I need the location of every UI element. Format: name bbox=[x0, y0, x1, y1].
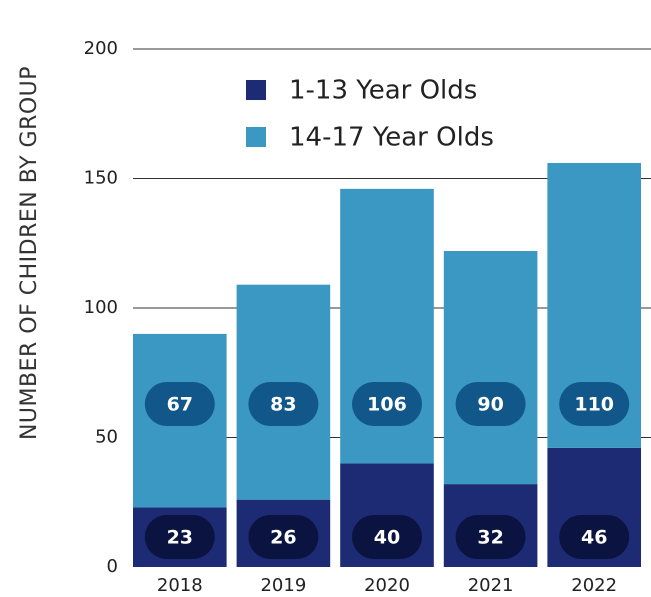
x-tick-label: 2019 bbox=[260, 575, 306, 596]
data-label-pill bbox=[559, 515, 630, 559]
data-label-pill bbox=[559, 382, 630, 426]
y-tick-label: 200 bbox=[84, 38, 118, 59]
legend: 1-13 Year Olds 14-17 Year Olds bbox=[246, 76, 494, 153]
y-tick-label: 150 bbox=[84, 168, 118, 189]
data-label-pill bbox=[144, 382, 215, 426]
x-tick-label: 2018 bbox=[157, 575, 203, 596]
data-label: 90 bbox=[477, 394, 503, 416]
data-label: 67 bbox=[167, 394, 193, 416]
data-label: 23 bbox=[167, 527, 193, 549]
x-tick-label: 2021 bbox=[468, 575, 514, 596]
data-label-pill bbox=[455, 382, 526, 426]
legend-swatch bbox=[246, 127, 266, 147]
y-axis-ticks: 0 50 100 150 200 bbox=[84, 38, 118, 577]
data-label: 106 bbox=[367, 394, 407, 416]
data-label-pill bbox=[352, 515, 422, 559]
legend-label: 14-17 Year Olds bbox=[289, 123, 494, 153]
data-label: 40 bbox=[374, 527, 400, 549]
y-tick-label: 0 bbox=[107, 556, 118, 577]
data-label-pill bbox=[352, 382, 422, 426]
data-label-pill bbox=[144, 515, 215, 559]
y-axis-label: NUMBER OF CHIDREN BY GROUP bbox=[17, 66, 42, 440]
data-label: 83 bbox=[270, 394, 296, 416]
bar-segment bbox=[443, 251, 538, 485]
data-label: 26 bbox=[270, 527, 296, 549]
data-label-pill bbox=[248, 382, 319, 426]
legend-swatch bbox=[246, 80, 266, 100]
data-label-pill bbox=[248, 515, 319, 559]
y-tick-label: 50 bbox=[95, 427, 118, 448]
data-label: 46 bbox=[581, 527, 607, 549]
y-tick-label: 100 bbox=[84, 297, 118, 318]
x-axis-ticks: 2018 2019 2020 2021 2022 bbox=[157, 575, 617, 596]
data-label: 110 bbox=[574, 394, 614, 416]
data-label: 32 bbox=[477, 527, 503, 549]
x-tick-label: 2022 bbox=[571, 575, 617, 596]
legend-label: 1-13 Year Olds bbox=[289, 76, 477, 106]
x-tick-label: 2020 bbox=[364, 575, 410, 596]
data-label-pill bbox=[455, 515, 526, 559]
bars: 23 67 26 83 40 106 32 90 46 110 bbox=[133, 162, 641, 567]
